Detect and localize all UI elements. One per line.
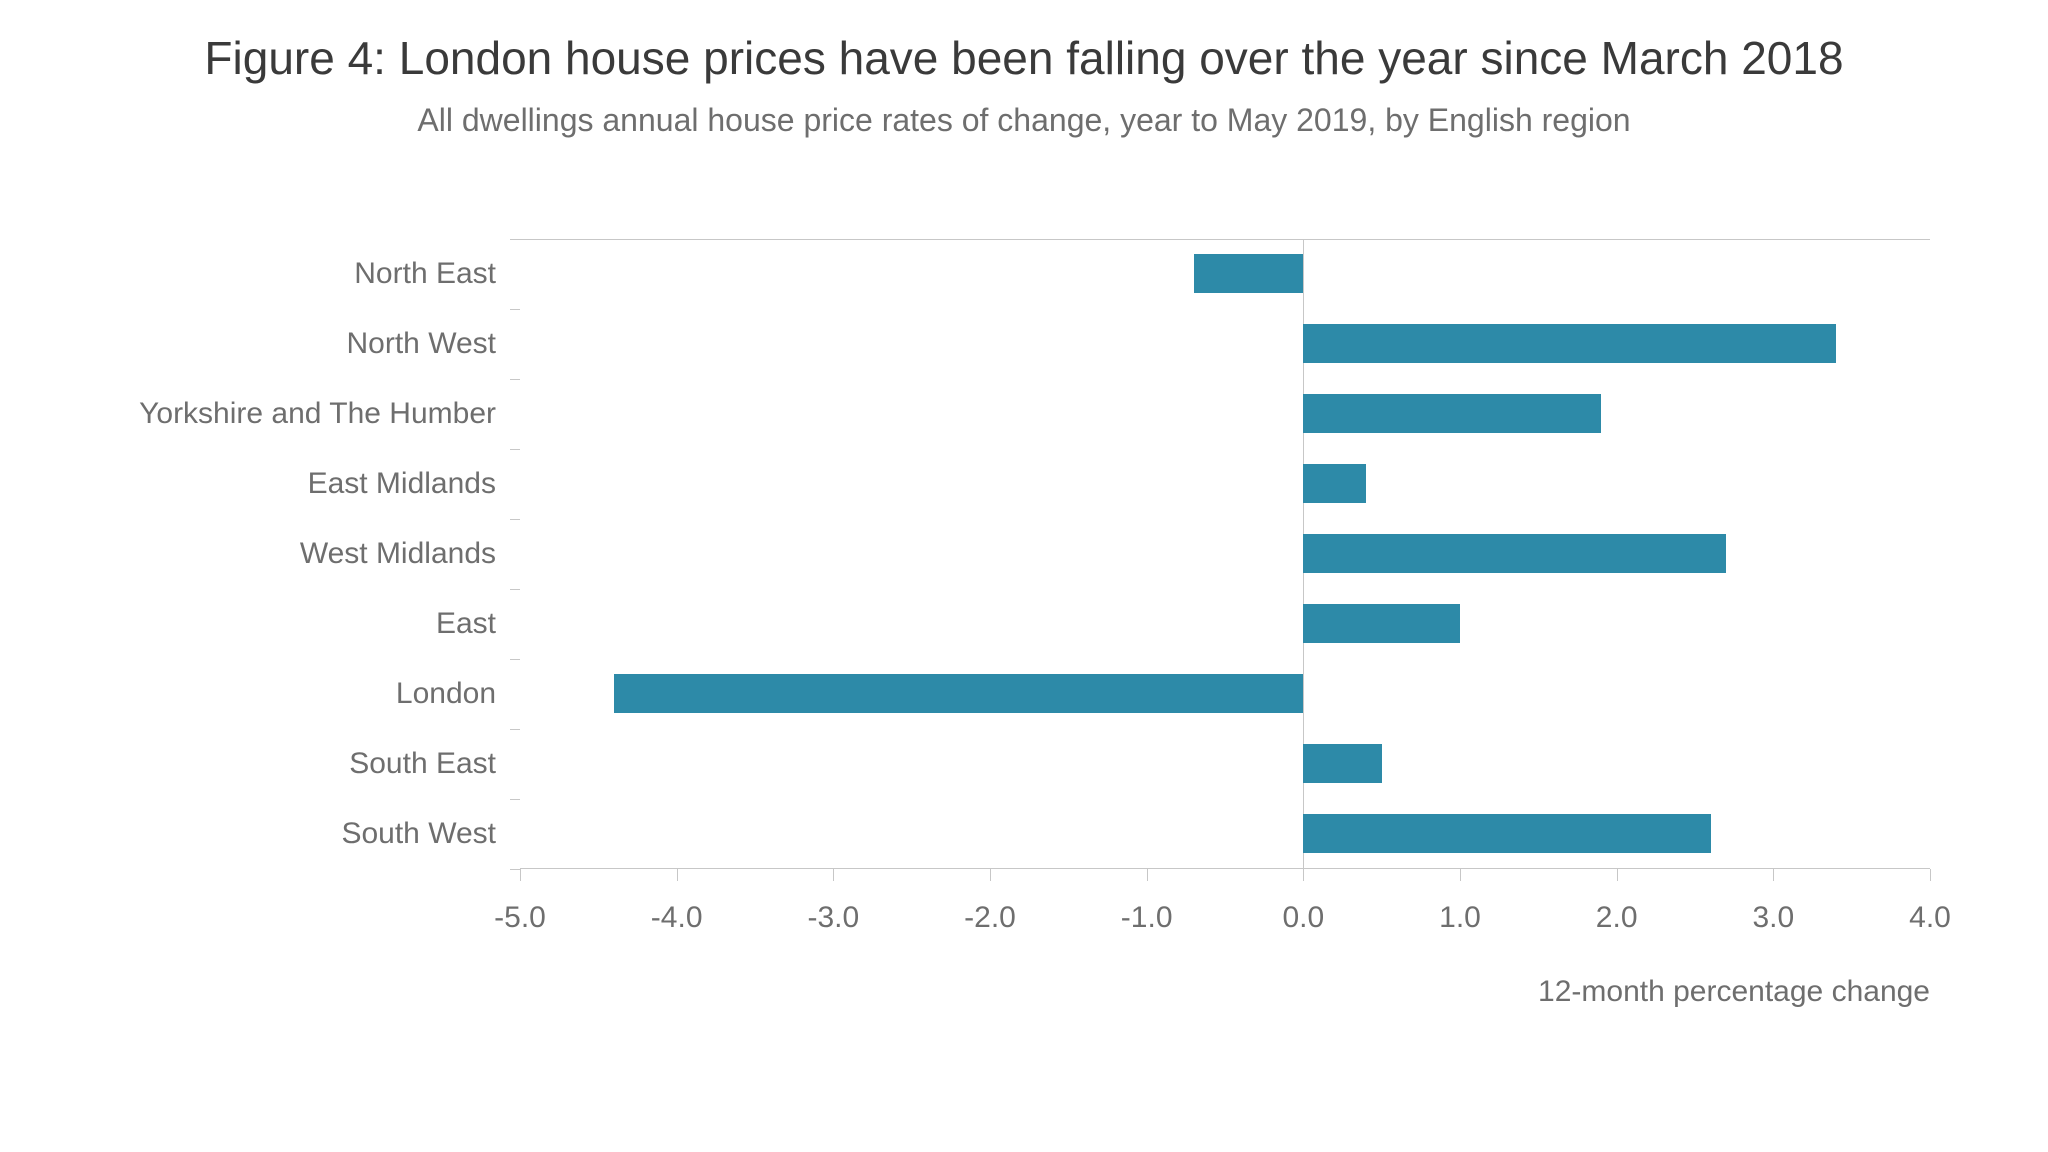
x-tick xyxy=(1303,869,1304,881)
baseline-top xyxy=(520,239,1930,240)
x-tick-label: -4.0 xyxy=(651,901,703,935)
x-tick-label: -1.0 xyxy=(1121,901,1173,935)
x-tick xyxy=(990,869,991,881)
bar xyxy=(1303,464,1366,503)
y-tick xyxy=(510,309,520,310)
x-tick-label: -5.0 xyxy=(494,901,546,935)
y-category-label: North West xyxy=(347,327,521,361)
y-tick xyxy=(510,659,520,660)
x-tick-label: -2.0 xyxy=(964,901,1016,935)
x-tick xyxy=(1773,869,1774,881)
y-category-label: London xyxy=(396,677,520,711)
y-tick xyxy=(510,379,520,380)
chart: North East North West Yorkshire and The Hu… xyxy=(60,209,1990,1039)
baseline-bottom xyxy=(520,868,1930,869)
bar xyxy=(1303,604,1460,643)
y-tick xyxy=(510,519,520,520)
x-tick-label: 3.0 xyxy=(1752,901,1794,935)
bar xyxy=(1303,534,1726,573)
y-category-label: West Midlands xyxy=(300,537,520,571)
x-tick-label: 1.0 xyxy=(1439,901,1481,935)
x-tick xyxy=(833,869,834,881)
y-category-label: North East xyxy=(354,257,520,291)
x-axis-title: 12-month percentage change xyxy=(1538,975,1930,1009)
y-category-label: East xyxy=(436,607,520,641)
bar xyxy=(1303,394,1601,433)
y-tick xyxy=(510,729,520,730)
y-tick xyxy=(510,239,520,240)
bar xyxy=(1303,324,1836,363)
y-category-label: Yorkshire and The Humber xyxy=(139,397,520,431)
x-tick-label: 4.0 xyxy=(1909,901,1951,935)
y-category-label: South West xyxy=(341,817,520,851)
x-tick xyxy=(1460,869,1461,881)
y-tick xyxy=(510,799,520,800)
y-tick xyxy=(510,589,520,590)
bar xyxy=(1194,254,1304,293)
x-tick xyxy=(520,869,521,881)
y-tick xyxy=(510,449,520,450)
x-tick xyxy=(677,869,678,881)
y-category-label: South East xyxy=(349,747,520,781)
x-tick xyxy=(1147,869,1148,881)
figure-subtitle: All dwellings annual house price rates o… xyxy=(60,102,1988,139)
bar xyxy=(1303,744,1381,783)
x-tick-label: 0.0 xyxy=(1282,901,1324,935)
x-tick-label: 2.0 xyxy=(1596,901,1638,935)
x-tick xyxy=(1930,869,1931,881)
x-tick-label: -3.0 xyxy=(807,901,859,935)
y-tick xyxy=(510,869,520,870)
figure-title: Figure 4: London house prices have been … xyxy=(60,30,1988,88)
x-tick xyxy=(1617,869,1618,881)
bar xyxy=(1303,814,1710,853)
plot-area: North EastNorth WestYorkshire and The Hu… xyxy=(520,239,1930,869)
bar xyxy=(614,674,1303,713)
y-category-label: East Midlands xyxy=(308,467,520,501)
